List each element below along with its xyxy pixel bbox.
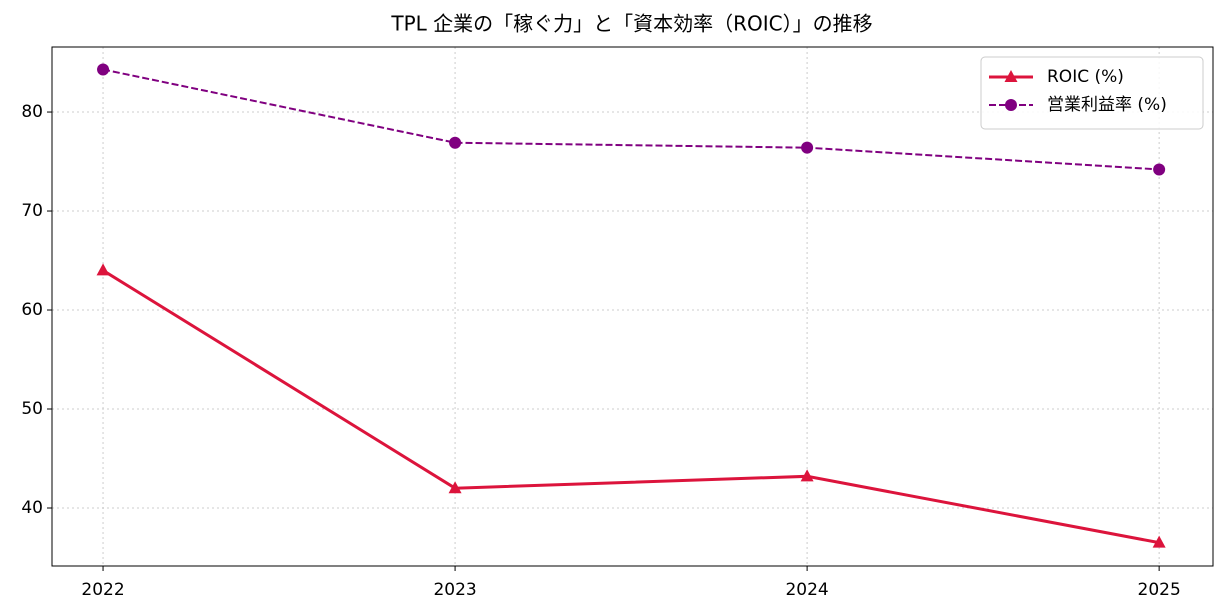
y-tick-label: 40: [21, 498, 43, 518]
x-tick-label: 2022: [81, 580, 124, 600]
marker: [1153, 163, 1166, 176]
marker: [800, 469, 814, 482]
marker: [97, 63, 110, 76]
marker: [801, 141, 814, 154]
plot-frame: [51, 46, 1214, 567]
marker: [449, 136, 462, 149]
marker: [96, 263, 110, 276]
series-line: [102, 269, 1160, 545]
marker: [1152, 535, 1166, 548]
x-tick-label: 2025: [1138, 580, 1181, 600]
legend-label: 営業利益率 (%): [1047, 95, 1167, 115]
series-line: [102, 68, 1160, 171]
legend-marker: [1004, 70, 1018, 82]
y-tick-label: 60: [21, 300, 43, 320]
y-tick-label: 70: [21, 201, 43, 221]
chart-title: TPL 企業の「稼ぐ力」と「資本効率（ROIC）」の推移: [390, 12, 872, 36]
x-tick-label: 2024: [785, 580, 828, 600]
y-tick-label: 50: [21, 399, 43, 419]
legend-box: [980, 56, 1204, 130]
marker: [448, 481, 462, 494]
legend: ROIC (%) 営業利益率 (%): [980, 56, 1204, 130]
legend-label: ROIC (%): [1047, 67, 1124, 87]
y-tick-label: 80: [21, 102, 43, 122]
x-tick-label: 2023: [433, 580, 476, 600]
legend-marker: [1005, 99, 1017, 111]
